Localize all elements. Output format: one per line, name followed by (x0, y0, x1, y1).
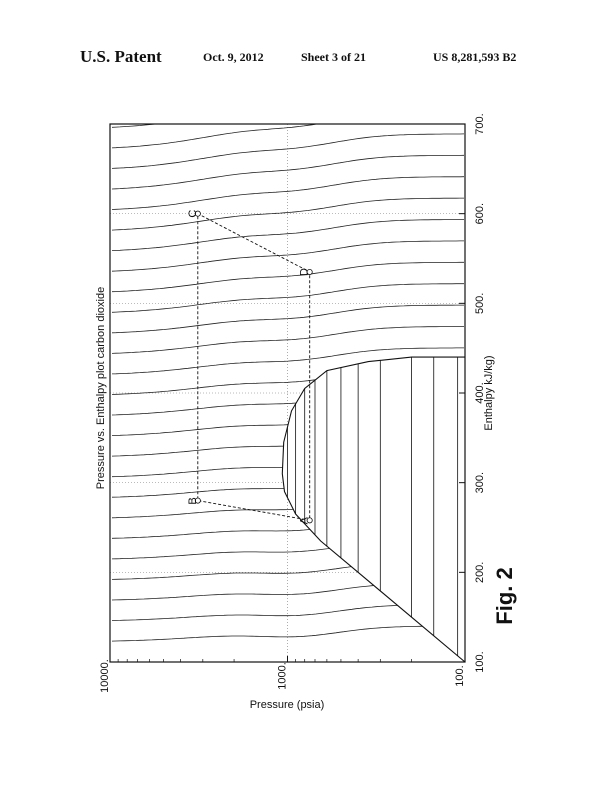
isotherm-curve (111, 133, 465, 169)
isotherm-curve (111, 154, 465, 190)
tick-label-enthalpy: 500. (474, 293, 486, 314)
tick-label-enthalpy: 200. (474, 562, 486, 583)
tick-label-pressure: 1000. (277, 662, 289, 690)
figure-caption: Fig. 2 (492, 567, 517, 624)
tick-label-enthalpy: 300. (474, 472, 486, 493)
chart-title: Pressure vs. Enthalpy plot carbon dioxid… (95, 287, 107, 489)
x-axis-label: Enthalpy kJ/kg) (483, 355, 495, 430)
sheet-number: Sheet 3 of 21 (301, 50, 366, 64)
cycle-point-d (306, 268, 313, 275)
saturation-dome (281, 356, 466, 663)
isotherm-curve (111, 283, 464, 313)
isotherm-curve (111, 261, 464, 293)
isotherm-curve (111, 304, 464, 334)
tick-label-pressure: 100. (454, 665, 466, 686)
patent-date: Oct. 9, 2012 (203, 50, 264, 64)
cycle-point-c (194, 210, 201, 217)
tick-label-enthalpy: 400. (474, 382, 486, 403)
tick-label-enthalpy: 600. (474, 203, 486, 224)
isotherm-curve (111, 123, 464, 149)
chart-text: 100. 200. 300. 400. 500. 600. 700. 100. 1000. 100… (95, 113, 517, 711)
isotherm-curve (111, 176, 465, 210)
cycle-point-label: C (187, 210, 199, 218)
isotherm-curve (111, 240, 464, 272)
patent-number: US 8,281,593 B2 (433, 50, 517, 64)
tick-label-enthalpy: 100. (474, 651, 486, 672)
axis-ticks (109, 123, 466, 663)
refrigeration-cycle: A B C D (187, 210, 313, 524)
cycle-point-label: D (299, 268, 311, 276)
cycle-point-label: B (187, 497, 199, 504)
tick-label-pressure: 10000. (99, 659, 111, 693)
y-axis-label: Pressure (psia) (250, 699, 325, 711)
isotherm-curve (111, 219, 464, 251)
patent-label: U.S. Patent (80, 47, 162, 66)
isotherm-curve (111, 326, 464, 354)
cycle-point-label: A (299, 516, 311, 524)
isotherm-curve (111, 625, 464, 642)
cycle-point-b (194, 497, 201, 504)
isotherm-curve (111, 197, 464, 231)
isotherm-curve (111, 347, 464, 375)
saturation-dome-curve (281, 356, 466, 663)
tick-label-enthalpy: 700. (474, 113, 486, 134)
cycle-point-a (306, 517, 313, 524)
